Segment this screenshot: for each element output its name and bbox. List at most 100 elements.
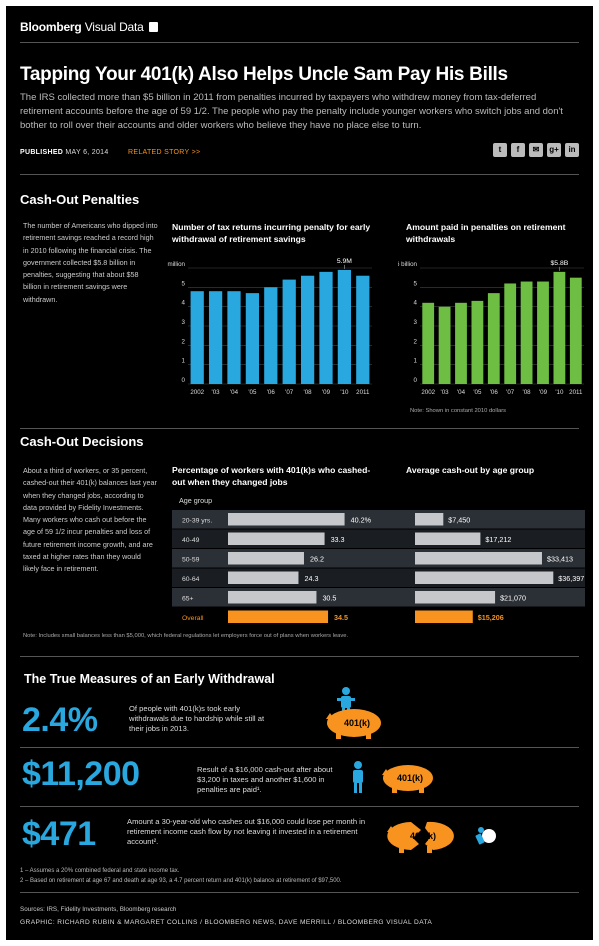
y-tick-label: 4 xyxy=(414,300,418,307)
amount-bar xyxy=(415,591,496,604)
section-heading-decisions: Cash-Out Decisions xyxy=(20,434,144,449)
bar xyxy=(356,275,370,384)
y-tick-label: 6 million xyxy=(166,261,186,268)
pct-bar xyxy=(228,532,325,545)
bar xyxy=(227,291,241,384)
divider xyxy=(20,656,579,657)
piggy-bank-worker-icon: 401(k) xyxy=(326,687,381,739)
amount-value-label: $17,212 xyxy=(485,535,511,544)
bar xyxy=(455,302,467,384)
bar xyxy=(537,281,549,384)
pct-value-label: 24.3 xyxy=(304,574,318,583)
y-tick-label: 3 xyxy=(182,319,186,326)
stat-text-hardship: Of people with 401(k)s took early withdr… xyxy=(129,704,265,733)
twitter-icon[interactable]: t xyxy=(493,143,507,157)
linkedin-icon[interactable]: in xyxy=(565,143,579,157)
x-tick-label: '09 xyxy=(322,389,331,396)
bar xyxy=(520,281,533,384)
pct-value-label: 34.5 xyxy=(334,613,348,622)
x-tick-label: '08 xyxy=(523,389,532,396)
avg-chart-title: Average cash-out by age group xyxy=(406,465,535,475)
email-icon[interactable]: ✉ xyxy=(529,143,543,157)
facebook-icon[interactable]: f xyxy=(511,143,525,157)
y-tick-label: 2 xyxy=(182,338,186,345)
bar xyxy=(422,302,435,384)
paid-chart-note: Note: Shown in constant 2010 dollars xyxy=(410,408,507,414)
bar xyxy=(569,277,582,384)
stat-figure-hardship: 2.4% xyxy=(22,701,98,739)
returns-chart-title: Number of tax returns incurring penalty … xyxy=(172,222,371,244)
divider xyxy=(20,892,579,893)
bar xyxy=(487,293,500,384)
graphic-credit: GRAPHIC: RICHARD RUBIN & MARGARET COLLIN… xyxy=(20,919,433,926)
pct-bar xyxy=(228,513,345,526)
penalties-intro: The number of Americans who dipped into … xyxy=(23,221,158,304)
bar xyxy=(319,271,333,384)
row-age-label: Overall xyxy=(182,615,204,622)
pct-value-label: 40.2% xyxy=(351,515,372,524)
x-tick-label: '10 xyxy=(555,389,564,396)
pct-bar xyxy=(228,571,299,584)
piggy-label: 401(k) xyxy=(397,773,423,783)
brand-name: Bloomberg xyxy=(20,20,82,34)
x-tick-label: 2002 xyxy=(421,389,435,396)
pct-chart-title: Percentage of workers with 401(k)s who c… xyxy=(172,465,371,487)
x-tick-label: '07 xyxy=(285,389,294,396)
bar xyxy=(471,300,484,384)
x-tick-label: '10 xyxy=(340,389,349,396)
y-tick-label: 1 xyxy=(182,358,186,365)
stat-figure-cashout: $11,200 xyxy=(22,755,140,793)
y-tick-label: 3 xyxy=(414,319,418,326)
bar-annotation: 5.9M xyxy=(337,258,352,265)
row-age-label: 60-64 xyxy=(182,576,200,583)
x-tick-label: '03 xyxy=(212,389,221,396)
brand-suffix: Visual Data xyxy=(84,20,144,34)
amount-value-label: $21,070 xyxy=(500,593,526,602)
row-age-label: 50-59 xyxy=(182,556,200,563)
bar xyxy=(300,275,315,384)
amount-value-label: $15,206 xyxy=(478,613,504,622)
row-age-label: 40-49 xyxy=(182,537,200,544)
x-tick-label: '09 xyxy=(539,389,548,396)
row-age-label: 20-39 yrs. xyxy=(182,517,212,524)
y-tick-label: 5 xyxy=(414,280,418,287)
bar xyxy=(553,271,566,384)
bar xyxy=(438,306,451,384)
divider xyxy=(20,747,579,748)
y-tick-label: 4 xyxy=(182,300,186,307)
x-tick-label: 2002 xyxy=(190,389,204,396)
x-tick-label: '05 xyxy=(248,389,257,396)
amount-bar xyxy=(415,513,444,526)
x-tick-label: '03 xyxy=(441,389,450,396)
pct-value-label: 26.2 xyxy=(310,554,324,563)
related-story-link[interactable]: RELATED STORY >> xyxy=(128,149,201,156)
y-tick-label: 0 xyxy=(414,377,418,384)
returns-bar-chart: 0 1 2 3 4 5 6 million 2002 '03 '04 '05 '06 '07 '08 '09… xyxy=(166,258,372,396)
sources: Sources: IRS, Fidelity Investments, Bloo… xyxy=(20,906,177,913)
section-heading-penalties: Cash-Out Penalties xyxy=(20,192,140,207)
x-tick-label: '05 xyxy=(473,389,482,396)
decisions-intro: About a third of workers, or 35 percent,… xyxy=(23,466,157,574)
stat-text-monthly-loss: Amount a 30-year-old who cashes out $16,… xyxy=(127,817,366,846)
x-tick-label: 2011 xyxy=(356,389,370,396)
x-tick-label: '04 xyxy=(230,389,239,396)
divider xyxy=(20,428,579,429)
piggy-bank-person-icon: 401(k) xyxy=(353,761,433,793)
bar xyxy=(282,279,296,384)
standfirst: The IRS collected more than $5 billion i… xyxy=(20,92,563,131)
amount-bar xyxy=(415,610,473,623)
amount-bar xyxy=(415,532,481,545)
published-label: PUBLISHED xyxy=(20,149,64,156)
google-plus-icon[interactable]: g+ xyxy=(547,143,561,157)
brand-logo[interactable]: Bloomberg Visual Data xyxy=(20,20,158,34)
x-tick-label: '06 xyxy=(267,389,276,396)
header-divider xyxy=(20,42,579,43)
page-title: Tapping Your 401(k) Also Helps Uncle Sam… xyxy=(20,64,508,85)
broken-piggy-bank-icon: 401(k) xyxy=(387,821,496,853)
bar xyxy=(190,291,204,384)
piggy-label: 401(k) xyxy=(410,831,436,841)
bar xyxy=(208,291,223,384)
row-age-label: 65+ xyxy=(182,595,194,602)
stat-figure-monthly-loss: $471 xyxy=(22,815,96,853)
y-tick-label: 2 xyxy=(414,338,418,345)
